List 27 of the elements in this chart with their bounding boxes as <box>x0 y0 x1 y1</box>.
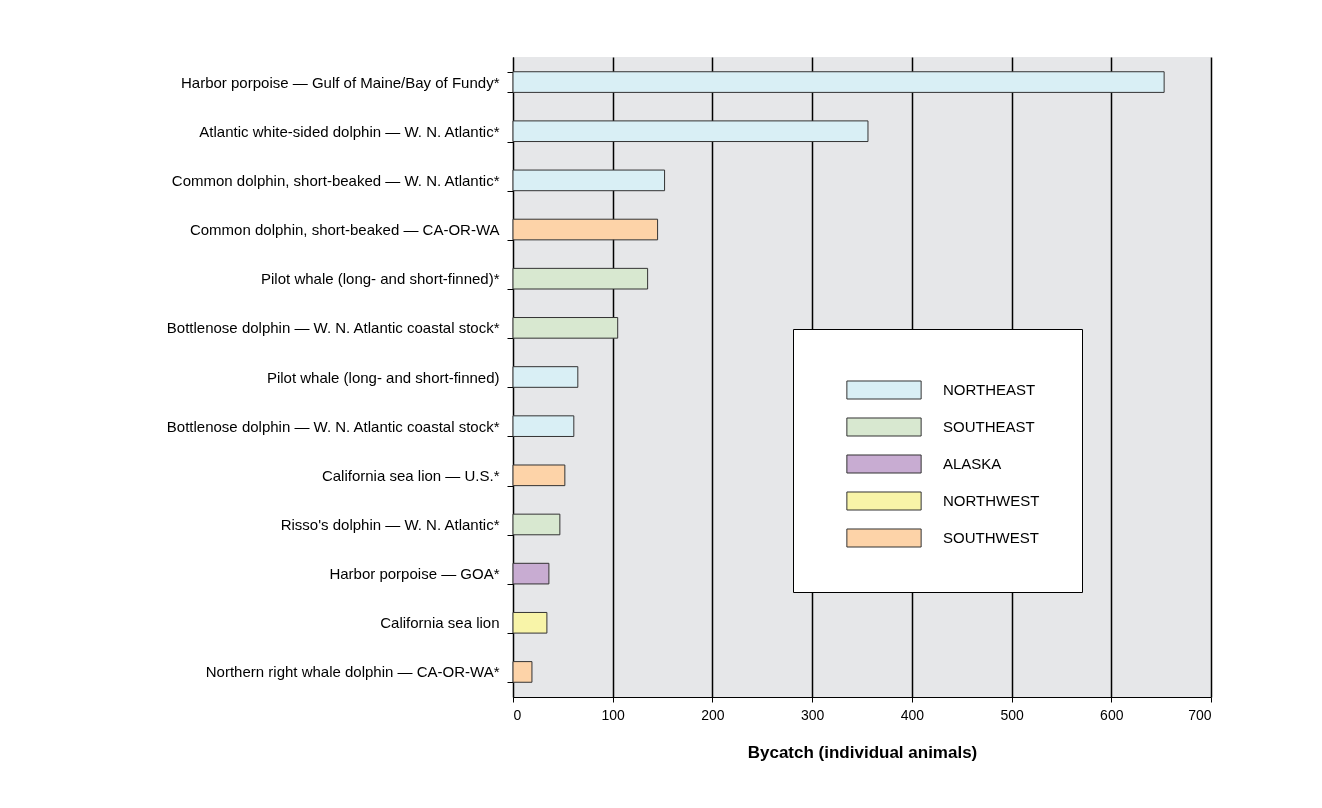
y-tick-label: Atlantic white-sided dolphin — W. N. Atlantic* <box>199 122 500 140</box>
x-tick-label: 400 <box>900 706 925 723</box>
x-tick-label: 600 <box>1100 706 1124 723</box>
y-tick-label: California sea lion <box>380 614 500 632</box>
x-tick-label: 100 <box>601 706 626 723</box>
y-tick-label: Common dolphin, short-beaked — W. N. Atlantic* <box>171 171 500 189</box>
y-tick-label: Harbor porpoise — Gulf of Maine/Bay of Fundy* <box>181 73 500 91</box>
legend-label: NORTHEAST <box>943 381 1036 398</box>
y-tick-label: Common dolphin, short-beaked — CA-OR-WA <box>189 221 500 239</box>
y-tick-label: Bottlenose dolphin — W. N. Atlantic coastal stock* <box>166 319 500 337</box>
legend-label: ALASKA <box>943 455 1002 472</box>
x-tick-label: 500 <box>1000 706 1024 723</box>
y-tick-label: Harbor porpoise — GOA* <box>329 565 500 583</box>
x-tick-label: 200 <box>701 706 725 723</box>
x-axis-title: Bycatch (individual animals) <box>747 742 978 762</box>
y-tick-label: Northern right whale dolphin — CA-OR-WA* <box>205 663 500 681</box>
x-tick-label: 300 <box>800 706 825 723</box>
y-tick-label: California sea lion — U.S.* <box>321 466 500 484</box>
y-tick-label: Pilot whale (long- and short-finned) <box>266 368 500 386</box>
y-tick-label: Pilot whale (long- and short-finned)* <box>261 270 500 288</box>
x-tick-label: 0 <box>513 706 522 723</box>
x-tick-label: 700 <box>1188 706 1212 723</box>
legend-label: SOUTHWEST <box>943 529 1039 546</box>
y-tick-label: Bottlenose dolphin — W. N. Atlantic coastal stock* <box>166 417 500 435</box>
y-tick-label: Risso's dolphin — W. N. Atlantic* <box>280 515 500 533</box>
legend-label: SOUTHEAST <box>943 418 1035 435</box>
legend-label: NORTHWEST <box>943 492 1040 509</box>
